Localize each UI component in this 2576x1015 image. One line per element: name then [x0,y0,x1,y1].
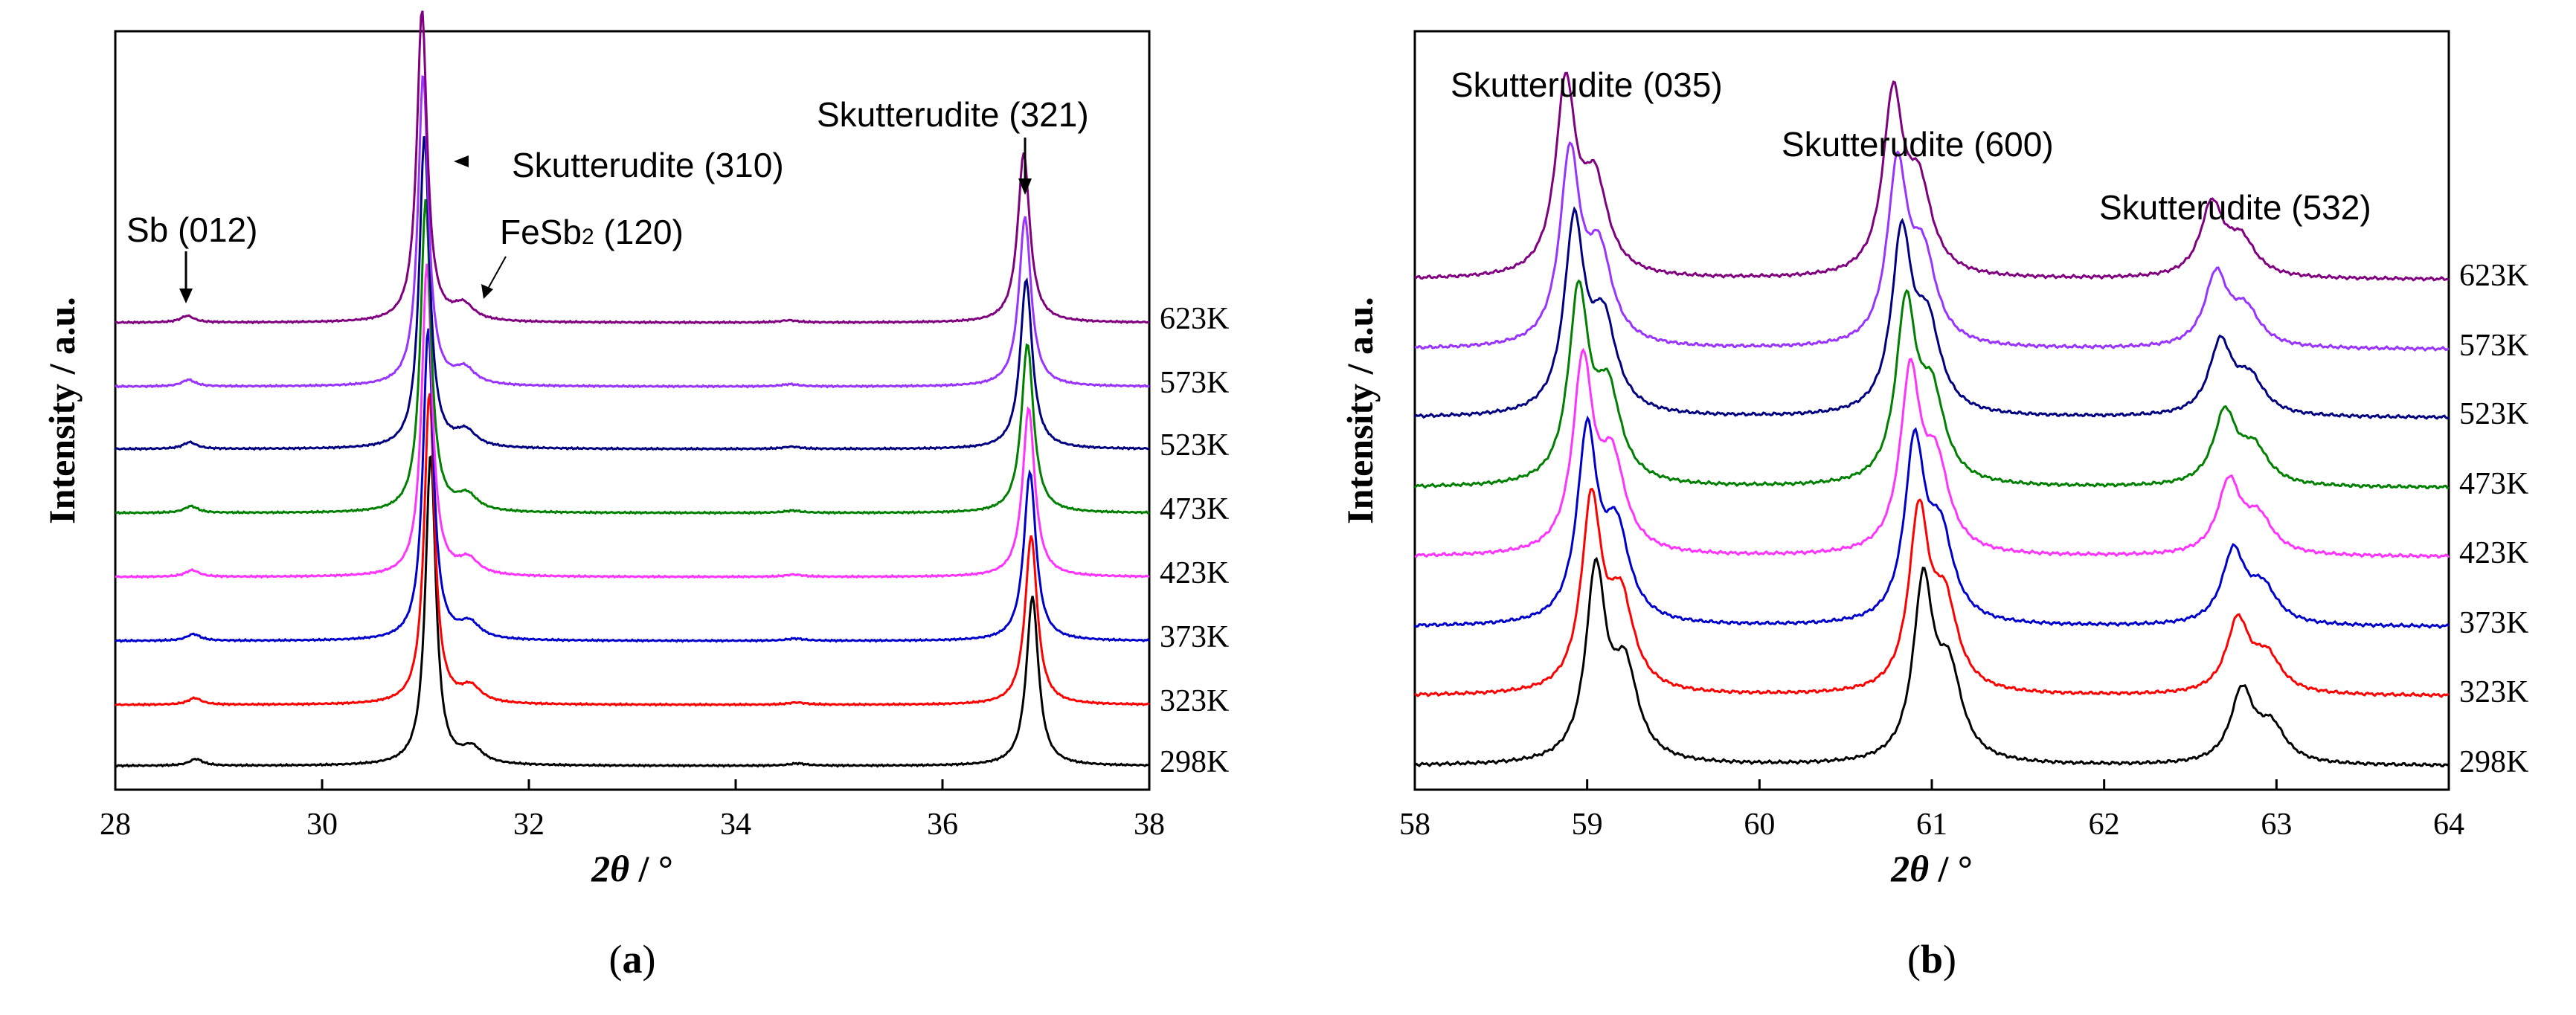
y-axis-title-a: Intensity / a.u. [41,297,83,524]
series-label-623K: 623K [1160,302,1229,336]
series-line-473K [115,199,1150,515]
x-tick-label: 30 [306,808,338,842]
annotation-skutterudite-600: Skutterudite (600) [1782,125,2054,164]
x-tick-label: 32 [513,808,545,842]
temperature-labels-a: 298K 323K 373K 423K 473K 523K 573K 623K [1160,302,1229,779]
x-tick-label: 64 [2433,808,2464,842]
series-line-623K [1414,71,2450,282]
series-line-298K [115,454,1150,768]
annotation-skutterudite-310-arrowhead [454,155,469,167]
series-line-423K [1414,347,2450,559]
series-group-a [115,10,1151,768]
series-line-323K [1414,487,2450,698]
x-tick-label: 59 [1572,808,1603,842]
x-tick-label: 63 [2261,808,2292,842]
annotation-fesb2-120-arrowhead [481,284,493,299]
annotation-fesb2-120: FeSb2 (120) [500,213,684,251]
annotation-skutterudite-321-arrowhead [1018,178,1032,195]
annotation-skutterudite-310: Skutterudite (310) [512,146,784,184]
panel-b: 58 59 60 61 62 63 64 298K 323K 373K 423K 473K 523K 5… [1339,30,2528,982]
series-label-473K: 473K [1160,492,1229,526]
x-ticks-b: 58 59 60 61 62 63 64 [1399,779,2464,842]
series-label-523K: 523K [2459,397,2528,431]
annotation-skutterudite-035: Skutterudite (035) [1451,65,1723,104]
x-tick-label: 61 [1916,808,1947,842]
panel-label-b: (b) [1907,937,1956,982]
series-line-423K [115,263,1150,579]
series-line-523K [1413,206,2450,420]
annotation-skutterudite-532: Skutterudite (532) [2099,188,2371,227]
series-line-323K [115,393,1150,707]
x-tick-label: 60 [1744,808,1775,842]
annotation-sb-012-arrowhead [179,289,193,303]
x-tick-label: 62 [2089,808,2120,842]
series-line-373K [115,328,1151,643]
series-label-623K: 623K [2459,259,2528,293]
annotation-sb-012: Sb (012) [126,210,257,249]
x-tick-label: 58 [1399,808,1430,842]
y-axis-title-b: Intensity / a.u. [1339,297,1381,524]
series-label-523K: 523K [1160,428,1229,463]
annotation-skutterudite-321: Skutterudite (321) [817,95,1089,134]
series-label-323K: 323K [1160,684,1229,718]
series-label-573K: 573K [2459,329,2528,363]
x-tick-label: 28 [100,808,131,842]
series-label-298K: 298K [1160,745,1229,779]
series-label-423K: 423K [2459,536,2528,570]
series-label-573K: 573K [1160,366,1229,400]
annotation-fesb2-120-arrow [486,256,507,291]
series-line-298K [1414,556,2450,768]
panel-label-a: (a) [609,937,656,982]
x-tick-label: 34 [720,808,751,842]
series-line-573K [115,75,1150,389]
series-line-473K [1413,279,2450,490]
series-label-473K: 473K [2459,467,2528,501]
series-line-373K [1413,415,2450,629]
series-line-523K [115,136,1150,451]
panel-a: 28 30 32 34 36 38 298K 323K 373K 423K 473K 523K 573… [41,10,1229,982]
x-tick-label: 38 [1134,808,1165,842]
series-label-423K: 423K [1160,556,1229,590]
series-line-623K [115,10,1150,325]
x-tick-label: 36 [927,808,958,842]
temperature-labels-b: 298K 323K 373K 423K 473K 523K 573K 623K [2459,259,2528,779]
series-label-373K: 373K [2459,606,2528,640]
series-group-b [1413,71,2450,768]
series-label-373K: 373K [1160,620,1229,654]
series-label-298K: 298K [2459,745,2528,779]
x-axis-title-b: 2θ / ° [1890,848,1973,889]
x-axis-title-a: 2θ / ° [591,848,673,889]
series-label-323K: 323K [2459,675,2528,709]
x-ticks-a: 28 30 32 34 36 38 [100,779,1165,842]
series-line-573K [1414,141,2450,352]
plot-frame-a [114,30,1151,791]
